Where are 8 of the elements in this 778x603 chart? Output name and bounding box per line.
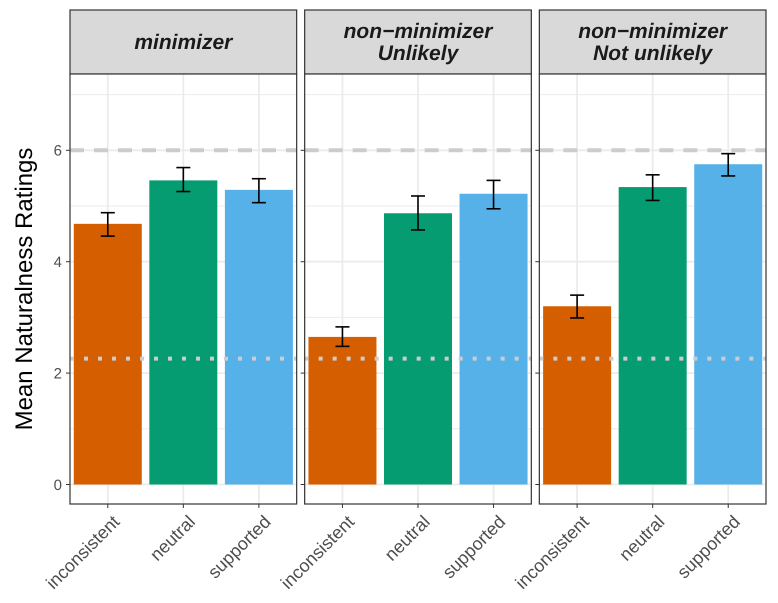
y-tick-label: 0 (54, 476, 62, 494)
chart-title: minimizer (134, 31, 234, 54)
chart-title: non−minimizer Not unlikely (578, 20, 729, 65)
y-tick-label: 4 (54, 254, 62, 271)
y-axis-title: Mean Naturalness Ratings (11, 148, 38, 430)
y-tick-label: 6 (54, 142, 62, 160)
chart-title: non−minimizer Unlikely (344, 20, 494, 65)
y-tick-label: 2 (54, 365, 62, 382)
